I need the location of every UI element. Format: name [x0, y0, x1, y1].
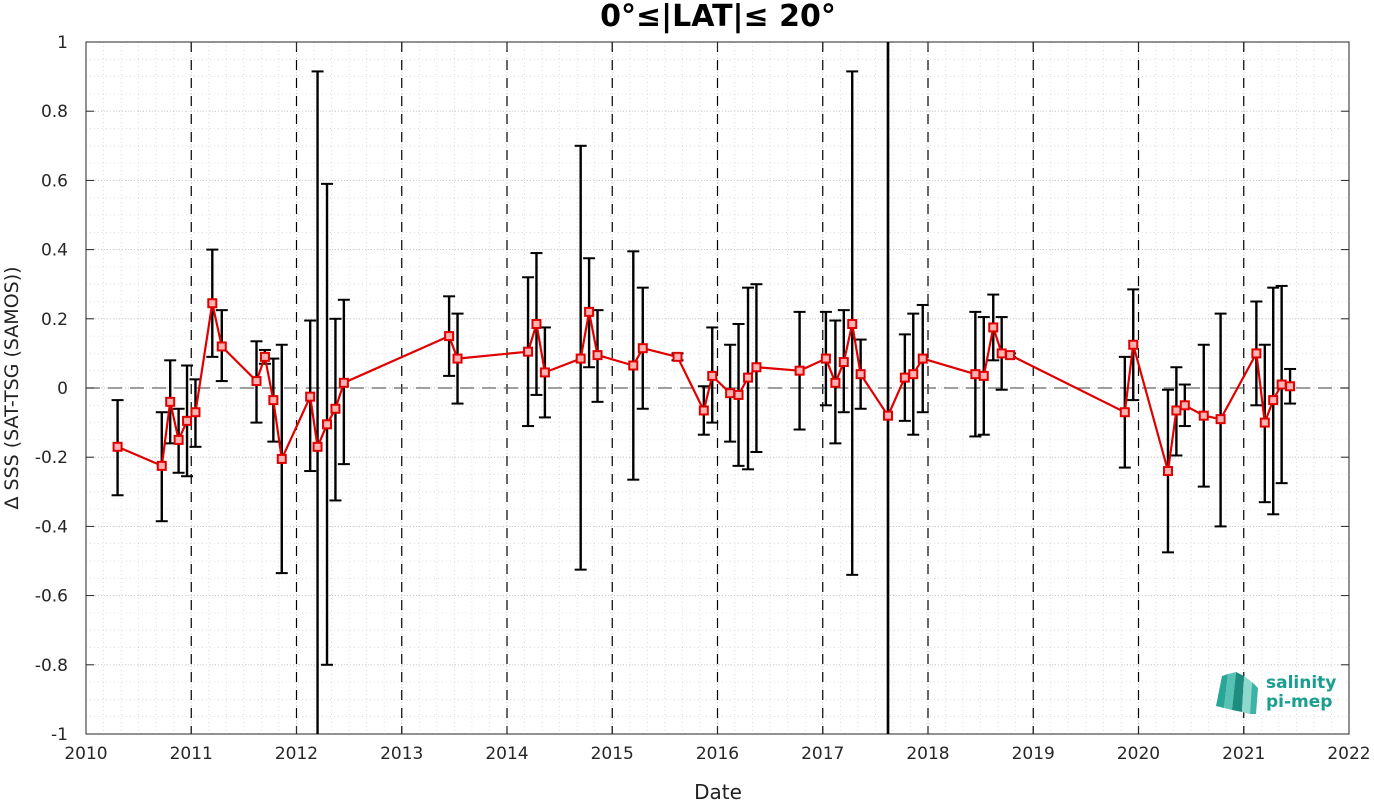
data-point [276, 453, 287, 464]
y-tick-label: 0.4 [41, 241, 68, 261]
x-tick-label: 2016 [696, 744, 739, 764]
data-point [830, 377, 841, 388]
x-tick-label: 2021 [1222, 744, 1265, 764]
chart-title: 0°≤|LAT|≤ 20° [600, 0, 836, 34]
x-tick-label: 2013 [380, 744, 423, 764]
data-point [628, 360, 639, 371]
y-tick-label: -0.2 [35, 448, 68, 468]
y-tick-label: -0.4 [35, 517, 68, 537]
data-point [1119, 407, 1130, 418]
data-point [883, 410, 894, 421]
data-point [1005, 350, 1016, 361]
x-tick-label: 2015 [591, 744, 634, 764]
data-point [444, 331, 455, 342]
x-axis-ticks: 2010 2011 2012 2013 2014 2015 2016 2017 2018 2019… [64, 42, 1371, 764]
y-axis-ticks: -1 -0.8 -0.6 -0.4 -0.2 0 0.2 0.4 0.6 0.8 1 [35, 33, 1349, 745]
data-point [251, 376, 262, 387]
data-point [1198, 410, 1209, 421]
y-tick-label: -0.6 [35, 587, 68, 607]
data-point [322, 419, 333, 430]
data-point [751, 362, 762, 373]
data-point [1171, 405, 1182, 416]
x-axis-label: Date [694, 780, 742, 801]
data-point [908, 369, 919, 380]
data-point [988, 322, 999, 333]
x-tick-label: 2018 [906, 744, 949, 764]
data-point [996, 348, 1007, 359]
data-point [855, 369, 866, 380]
data-point [672, 351, 683, 362]
data-point [330, 403, 341, 414]
logo-line-1: salinity [1266, 673, 1336, 693]
y-axis-label: Δ SSS (SAT-TSG (SAMOS)) [1, 266, 23, 509]
data-point [575, 353, 586, 364]
data-point [190, 407, 201, 418]
data-point [592, 350, 603, 361]
logo-line-2: pi-mep [1266, 692, 1332, 712]
data-point [698, 405, 709, 416]
data-point [970, 369, 981, 380]
data-point [794, 365, 805, 376]
y-tick-label: -1 [51, 725, 68, 745]
data-point [156, 460, 167, 471]
data-point [182, 415, 193, 426]
x-tick-label: 2014 [485, 744, 528, 764]
wave-logo-icon [1216, 672, 1258, 714]
data-point [743, 372, 754, 383]
y-tick-label: 1 [57, 33, 68, 53]
data-point [305, 391, 316, 402]
data-point [539, 367, 550, 378]
data-point [978, 370, 989, 381]
x-tick-label: 2010 [64, 744, 107, 764]
data-point [1285, 381, 1296, 392]
data-point [899, 372, 910, 383]
data-point [1268, 395, 1279, 406]
y-tick-label: 0.8 [41, 102, 68, 122]
data-point [838, 357, 849, 368]
data-point [531, 318, 542, 329]
x-tick-label: 2022 [1327, 744, 1370, 764]
x-tick-label: 2019 [1012, 744, 1055, 764]
data-point [917, 353, 928, 364]
y-tick-label: 0.6 [41, 171, 68, 191]
data-point [1162, 466, 1173, 477]
data-point [1179, 400, 1190, 411]
data-point [1251, 348, 1262, 359]
data-point [820, 353, 831, 364]
y-tick-label: 0 [57, 379, 68, 399]
data-point [112, 441, 123, 452]
data-point [1259, 417, 1270, 428]
data-point [1128, 339, 1139, 350]
x-tick-label: 2012 [275, 744, 318, 764]
data-point [523, 346, 534, 357]
data-point [338, 377, 349, 388]
data-point [847, 318, 858, 329]
data-point [173, 434, 184, 445]
data-point [165, 396, 176, 407]
x-tick-label: 2020 [1117, 744, 1160, 764]
data-point [725, 388, 736, 399]
data-point [707, 370, 718, 381]
data-point [1276, 379, 1287, 390]
y-tick-label: 0.2 [41, 310, 68, 330]
data-point [259, 351, 270, 362]
data-point [584, 306, 595, 317]
data-point [452, 353, 463, 364]
data-point [312, 441, 323, 452]
data-point [207, 298, 218, 309]
y-tick-label: -0.8 [35, 656, 68, 676]
x-tick-label: 2017 [801, 744, 844, 764]
data-point [733, 389, 744, 400]
data-point [1215, 414, 1226, 425]
data-point [216, 341, 227, 352]
series-markers [112, 298, 1296, 477]
data-point [637, 343, 648, 354]
x-tick-label: 2011 [170, 744, 213, 764]
data-point [268, 395, 279, 406]
salinity-pi-mep-logo: salinity pi-mep [1216, 672, 1336, 714]
